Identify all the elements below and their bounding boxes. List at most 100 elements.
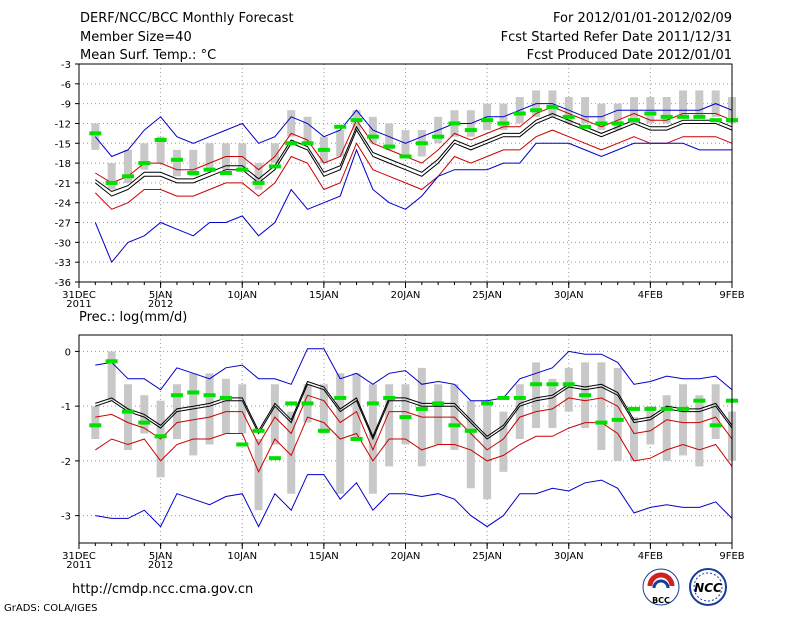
panel1-observed-mark <box>383 144 396 149</box>
panel2-observed-mark <box>187 390 200 395</box>
panel2-observed-mark <box>448 423 461 428</box>
panel1-ytick-label: -12 <box>55 119 71 130</box>
panel2-observed-mark <box>203 393 216 398</box>
panel2-ytick-label: -1 <box>61 402 71 413</box>
panel1-series-maximum <box>94 103 733 158</box>
panel2-observed-mark <box>154 434 167 439</box>
panel2-xtick-sublabel: 2011 <box>66 560 91 571</box>
panel1-spread-box <box>123 149 132 183</box>
panel2-spread-box <box>336 373 345 494</box>
panel2-ytick-label: -3 <box>61 512 71 523</box>
panel1-observed-mark <box>693 114 706 119</box>
panel2-xtick-label: 31DEC <box>62 551 96 562</box>
fcst-produced-date: Fcst Produced Date 2012/01/01 <box>526 48 732 63</box>
panel2-observed-mark <box>644 406 657 411</box>
panel2-xtick-label: 30JAN <box>554 551 584 562</box>
panel2-series-minimum <box>95 474 733 528</box>
panel1-observed-mark <box>660 114 673 119</box>
panel1-spread-box <box>581 97 590 124</box>
panel1-spread-box <box>189 149 198 177</box>
grads-credit: GrADS: COLA/IGES <box>4 603 98 614</box>
panel2-spread-box <box>679 384 688 456</box>
panel2-observed-mark <box>236 442 249 447</box>
source-url[interactable]: http://cmdp.ncc.cma.gov.cn <box>72 582 254 597</box>
panel2-xtick-label: 9FEB <box>719 551 744 562</box>
panel2-spread-box <box>352 373 361 439</box>
panel1-observed-mark <box>611 121 624 126</box>
panel1-xtick-sublabel: 2011 <box>66 299 91 310</box>
panel2-spread-box <box>466 400 475 489</box>
panel2-observed-mark <box>219 395 232 400</box>
panel1-xtick-label: 30JAN <box>554 290 584 301</box>
panel2-observed-mark <box>562 382 575 387</box>
panel1-spread-box <box>91 123 100 150</box>
panel1-xtick-label: 9FEB <box>719 290 744 301</box>
panel2-spread-box <box>189 373 198 456</box>
panel2-observed-mark <box>579 393 592 398</box>
panel2-observed-mark <box>513 395 526 400</box>
panel1-spread-box <box>205 143 214 170</box>
bcc-logo-text: BCC <box>652 596 670 605</box>
panel1-observed-mark <box>154 137 167 142</box>
panel2-observed-mark <box>611 417 624 422</box>
panel1-ytick-label: -33 <box>55 258 71 269</box>
panel2-spread-box <box>385 384 394 467</box>
panel2-spread-box <box>319 384 328 434</box>
panel1-observed-mark <box>415 141 428 146</box>
panel2-observed-mark <box>334 395 347 400</box>
panel2-observed-mark <box>497 395 510 400</box>
panel2-spread-box <box>695 395 704 467</box>
panel1-observed-mark <box>89 131 102 136</box>
panel2-observed-mark <box>660 406 673 411</box>
ncc-logo-icon: NCC <box>684 567 732 611</box>
panel2-observed-mark <box>677 406 690 411</box>
panel2-xtick-label: 5JAN <box>149 551 172 562</box>
panel1-observed-mark <box>709 118 722 123</box>
panel2-observed-mark <box>415 406 428 411</box>
panel1-ytick-label: -9 <box>61 100 71 111</box>
panel2-observed-mark <box>170 393 183 398</box>
panel1-observed-mark <box>562 114 575 119</box>
panel2-ytick-label: -2 <box>61 457 71 468</box>
panel1-spread-box <box>156 136 165 164</box>
panel2-spread-box <box>221 378 230 434</box>
panel1-observed-mark <box>432 134 445 139</box>
panel1-observed-mark <box>628 118 641 123</box>
panel2-spread-box <box>107 351 116 401</box>
panel2-spread-box <box>532 362 541 429</box>
panel2-spread-box <box>238 384 247 434</box>
panel2-observed-mark <box>138 420 151 425</box>
panel1-spread-box <box>613 103 622 131</box>
panel1-observed-mark <box>579 124 592 129</box>
panel1-observed-mark <box>366 134 379 139</box>
panel1-observed-mark <box>187 171 200 175</box>
panel1-ytick-label: -21 <box>55 179 71 190</box>
panel2-spread-box <box>630 417 639 461</box>
panel2-observed-mark <box>709 423 722 428</box>
panel2-observed-mark <box>366 401 379 406</box>
panel2-spread-box <box>646 406 655 445</box>
panel1-spread-box <box>107 163 116 190</box>
panel2-observed-mark <box>464 428 477 433</box>
panel1-spread-box <box>172 149 181 177</box>
panel2-spread-box <box>515 384 524 439</box>
panel2-spread-box <box>711 384 720 439</box>
panel2-title: Prec.: log(mm/d) <box>79 310 187 325</box>
panel1-spread-box <box>254 163 263 190</box>
panel2-observed-mark <box>481 401 494 406</box>
panel2-xtick-label: 10JAN <box>227 551 257 562</box>
panel1-spread-box <box>140 143 149 170</box>
panel2-observed-mark <box>530 382 543 387</box>
panel1-observed-mark <box>219 171 232 175</box>
panel2-spread-box <box>401 384 410 445</box>
panel1-xtick-label: 31DEC <box>62 290 96 301</box>
panel2-observed-mark <box>432 401 445 406</box>
panel2-xtick-label: 4FEB <box>638 551 663 562</box>
fcst-started-date: Fcst Started Refer Date 2011/12/31 <box>500 30 732 45</box>
panel1-xtick-label: 10JAN <box>227 290 257 301</box>
panel2-series-lower-member <box>95 416 733 473</box>
panel1-observed-mark <box>677 114 690 119</box>
panel1-observed-mark <box>268 164 281 169</box>
panel2-observed-mark <box>317 428 330 433</box>
